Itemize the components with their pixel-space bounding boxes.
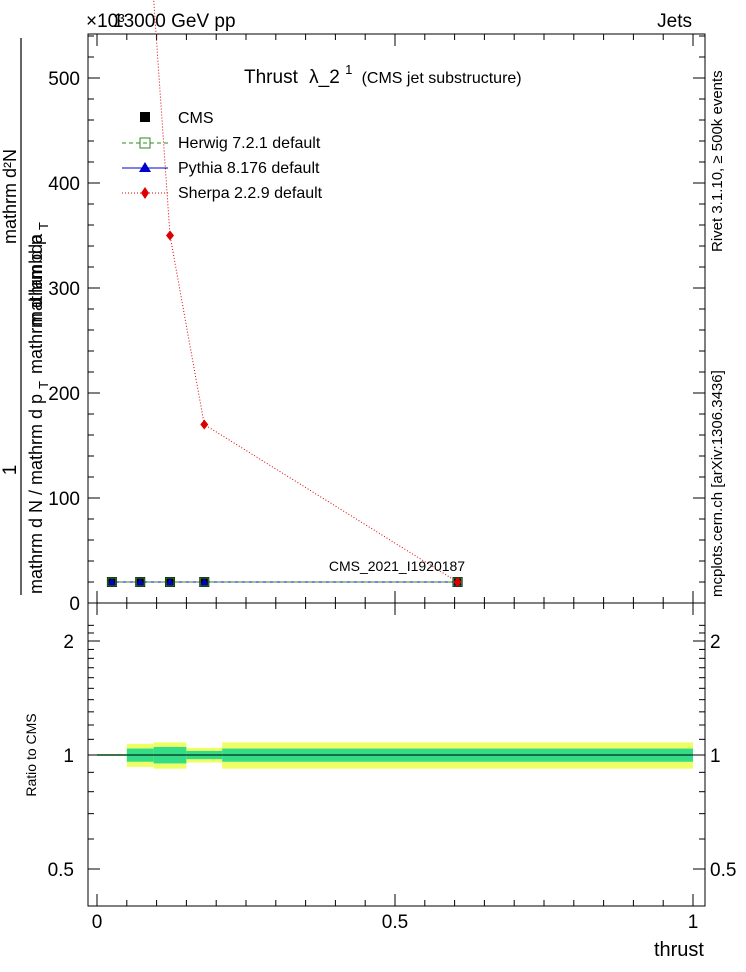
energy-label: 13000 GeV pp: [113, 11, 236, 32]
legend-label-pythia: Pythia 8.176 default: [178, 160, 320, 177]
ratio-y-label: Ratio to CMS: [23, 713, 39, 796]
y-tick-label: 400: [48, 174, 80, 195]
y-axis-label: 1 mathrm d N / mathrm d p T mathrm d lam…: [0, 38, 52, 595]
y-tick-label: 500: [48, 69, 80, 90]
x-axis-label: thrust: [654, 939, 704, 961]
legend-marker-herwig: [139, 137, 151, 149]
legend-label-herwig: Herwig 7.2.1 default: [178, 135, 321, 152]
ratio-y-tick-label-right: 1: [710, 746, 721, 767]
y-tick-label: 200: [48, 384, 80, 405]
y-label-denominator-2: mathrm d p T: [26, 222, 51, 326]
legend-marker-pythia: [139, 162, 151, 172]
rivet-label: Rivet 3.1.10, ≥ 500k events: [709, 70, 726, 252]
analysis-watermark: CMS_2021_I1920187: [329, 558, 465, 574]
pythia-data-point: [200, 578, 209, 585]
y-label-numerator: 1: [0, 465, 21, 476]
pythia-data-point: [107, 578, 116, 585]
main-plot-area: 0 100 200 300 400 500: [48, 0, 705, 615]
legend-marker-sherpa: [141, 187, 149, 199]
y-label-numerator-2: mathrm d²N: [0, 149, 20, 244]
y-label-denominator: mathrm d N / mathrm d p T mathrm d lambd…: [26, 233, 52, 594]
sherpa-data-point: [166, 230, 175, 241]
ratio-y-tick-label: 2: [63, 632, 74, 653]
y-tick-label: 300: [48, 279, 80, 300]
x-tick-label: 0.5: [382, 912, 408, 933]
y-tick-label: 0: [69, 594, 80, 615]
x-tick-label: 1: [688, 912, 699, 933]
exponent-label: ×10³: [86, 11, 125, 32]
legend-label-cms: CMS: [178, 110, 214, 127]
plot-title: Thrust λ_2 1 (CMS jet substructure): [244, 58, 522, 88]
legend: CMS Herwig 7.2.1 default Pythia 8.176 de…: [122, 110, 323, 202]
ratio-y-tick-label-right: 0.5: [710, 860, 736, 881]
mcplots-label: mcplots.cern.ch [arXiv:1306.3436]: [709, 370, 726, 597]
sherpa-data-point: [200, 419, 209, 430]
legend-label-sherpa: Sherpa 2.2.9 default: [178, 185, 323, 202]
x-tick-label: 0: [92, 912, 103, 933]
pythia-data-point: [136, 578, 145, 585]
pythia-data-point: [166, 578, 175, 585]
ratio-y-tick-label-right: 2: [710, 632, 721, 653]
ratio-y-tick-label: 1: [63, 746, 74, 767]
y-tick-label: 100: [48, 489, 80, 510]
sherpa-data-point: [453, 577, 462, 587]
process-label: Jets: [657, 11, 692, 32]
ratio-y-tick-label: 0.5: [48, 860, 74, 881]
legend-marker-cms: [140, 112, 150, 122]
ratio-plot-area: 0 0.5 1 0.5 0.5 1 1 2 2: [48, 603, 736, 933]
